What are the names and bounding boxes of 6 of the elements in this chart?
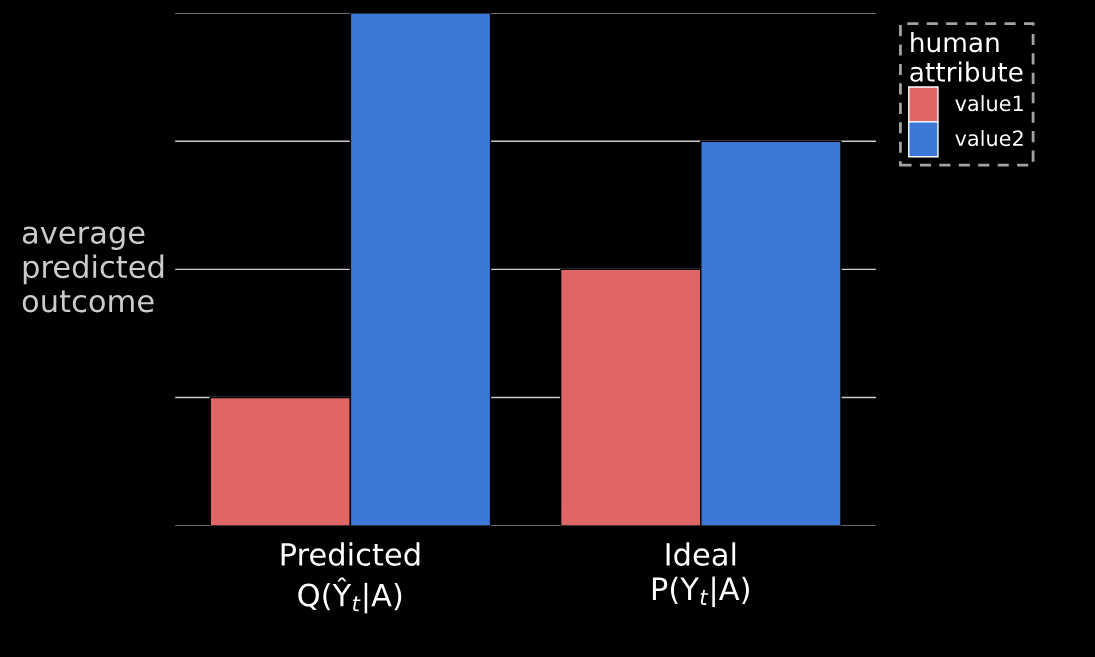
x-tick-label: Predicted Q(Ŷ$_{t}$|A) xyxy=(281,542,420,614)
legend-title: human attribute xyxy=(910,31,1023,82)
y-axis-title: average predicted outcome xyxy=(22,226,164,313)
legend-label: value2 xyxy=(955,130,1023,147)
x-tick-label: Ideal P(Y$_{t}$|A) xyxy=(652,542,749,608)
legend-label: value1 xyxy=(955,95,1023,112)
